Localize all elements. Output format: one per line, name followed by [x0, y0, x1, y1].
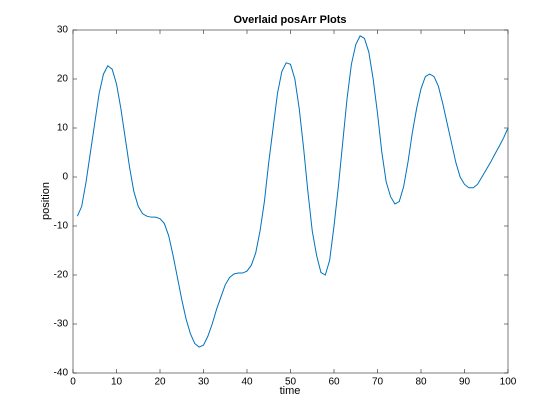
- x-tick-label: 20: [154, 377, 166, 388]
- x-tick-label: 90: [459, 377, 471, 388]
- x-tick-label: 40: [241, 377, 253, 388]
- x-tick-label: 30: [198, 377, 210, 388]
- chart-title: Overlaid posArr Plots: [233, 14, 346, 26]
- x-tick-label: 10: [111, 377, 123, 388]
- y-tick-label: 20: [57, 74, 69, 85]
- x-tick-label: 50: [285, 377, 297, 388]
- y-axis-label: position: [40, 182, 52, 220]
- x-tick-label: 80: [415, 377, 427, 388]
- x-tick-label: 100: [500, 377, 517, 388]
- y-tick-label: -10: [54, 221, 69, 232]
- y-tick-label: -30: [54, 319, 69, 330]
- x-axis-label: time: [280, 385, 301, 397]
- y-tick-label: -20: [54, 270, 69, 281]
- x-tick-label: 70: [372, 377, 384, 388]
- y-tick-label: -40: [54, 368, 69, 379]
- data-line: [76, 35, 509, 348]
- y-tick-label: 10: [57, 123, 69, 134]
- x-tick-label: 60: [328, 377, 340, 388]
- plot-area: [72, 29, 509, 374]
- y-tick-label: 30: [57, 25, 69, 36]
- y-tick-label: 0: [62, 172, 68, 183]
- x-tick-label: 0: [70, 377, 76, 388]
